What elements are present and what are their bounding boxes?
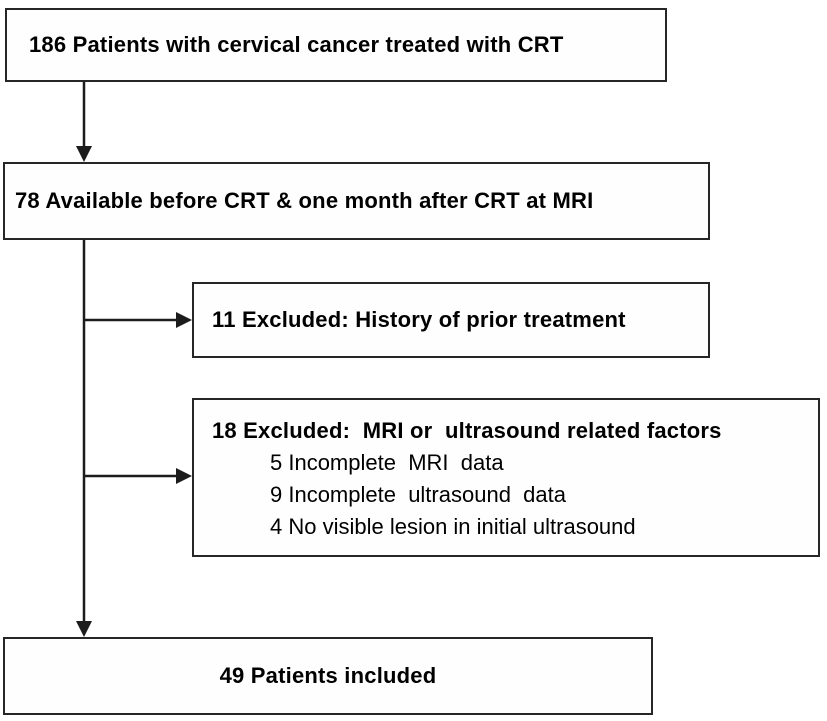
node-excluded-subitem-no-visible-lesion: 4 No visible lesion in initial ultrasoun…	[270, 514, 636, 539]
node-excluded-mri-ultrasound-title: 18 Excluded: MRI or ultrasound related f…	[212, 418, 722, 443]
node-excluded-prior-treatment-text: 11 Excluded: History of prior treatment	[212, 307, 626, 332]
node-patients-included: 49 Patients included	[3, 637, 653, 715]
arrowhead-down-box2-icon	[76, 146, 92, 162]
node-available-mri-text: 78 Available before CRT & one month afte…	[15, 188, 594, 213]
node-excluded-prior-treatment: 11 Excluded: History of prior treatment	[192, 282, 710, 358]
arrowhead-right-box3-icon	[176, 312, 192, 328]
node-excluded-subitem-incomplete-ultrasound: 9 Incomplete ultrasound data	[270, 482, 566, 507]
node-patients-treated: 186 Patients with cervical cancer treate…	[5, 8, 667, 82]
arrowhead-down-box5-icon	[76, 621, 92, 637]
node-excluded-subitem-incomplete-mri: 5 Incomplete MRI data	[270, 450, 504, 475]
node-excluded-mri-ultrasound: 18 Excluded: MRI or ultrasound related f…	[192, 398, 820, 557]
node-available-mri: 78 Available before CRT & one month afte…	[3, 162, 710, 240]
node-patients-included-text: 49 Patients included	[219, 663, 437, 688]
arrowhead-right-box4-icon	[176, 468, 192, 484]
node-patients-treated-text: 186 Patients with cervical cancer treate…	[29, 32, 564, 57]
